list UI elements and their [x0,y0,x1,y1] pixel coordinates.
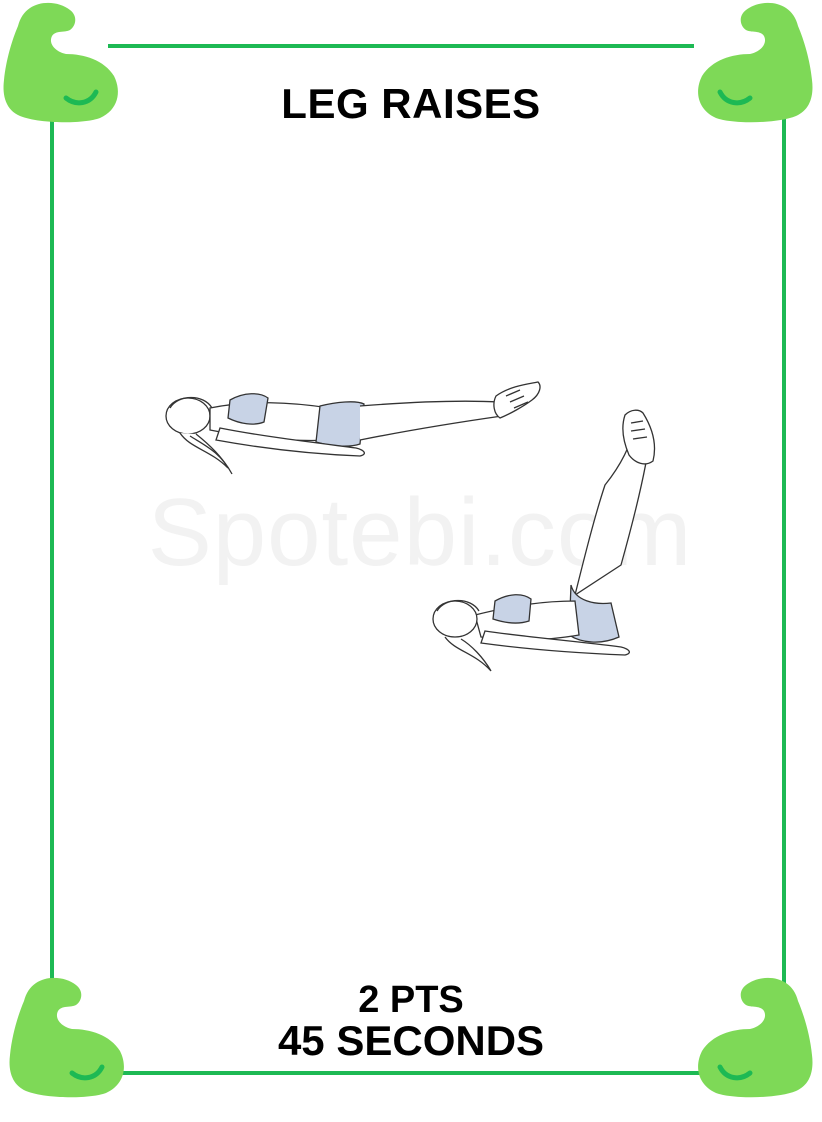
frame-left-line [50,100,54,980]
flexed-biceps-icon [9,977,124,1098]
frame-right-line [782,100,786,1030]
duration-label: 45 SECONDS [277,1017,545,1064]
frame-top-line [108,44,694,48]
flexed-biceps-icon [698,2,813,123]
frame-bottom-line [100,1071,700,1075]
exercise-title: LEG RAISES [281,80,541,127]
points-label: 2 PTS [358,979,464,1021]
flexed-biceps-icon [698,977,813,1098]
flexed-biceps-icon [3,2,118,123]
lying-legs-flat-figure [165,381,541,475]
lying-legs-raised-figure [432,409,656,672]
